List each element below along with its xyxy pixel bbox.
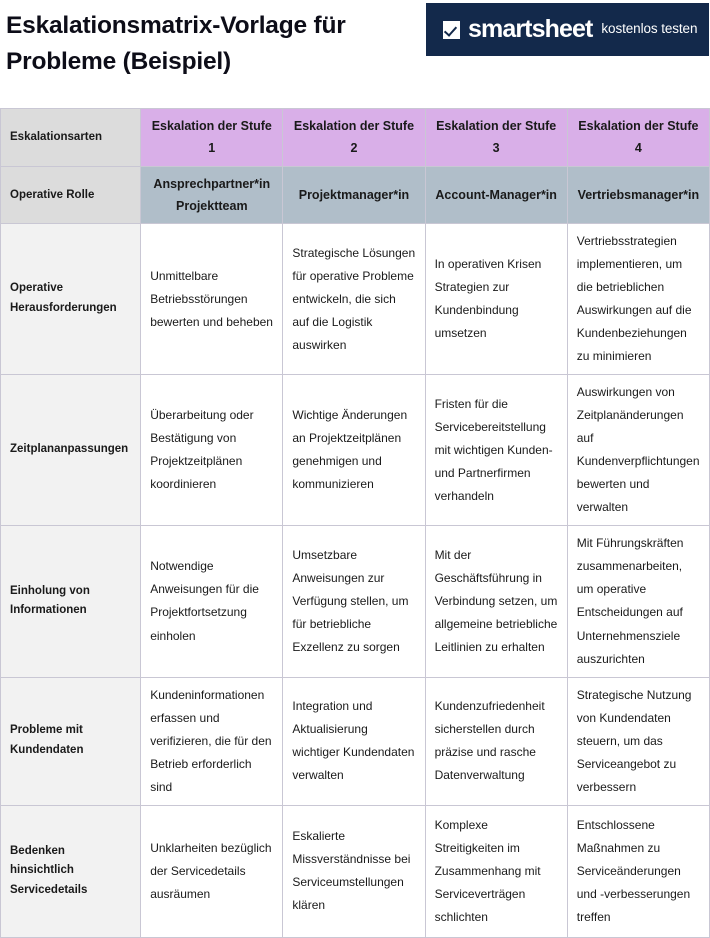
cell-r4-c3: Komplexe Streitigkeiten im Zusammenhang …	[424, 804, 568, 938]
cell-r4-c1: Unklarheiten bezüglich der Servicedetail…	[140, 804, 284, 938]
escalation-matrix-table: Eskalationsarten Eskalation der Stufe 1 …	[0, 108, 710, 938]
row-label-probleme-mit-kundendaten: Probleme mit Kundendaten	[0, 676, 142, 806]
header-corner-cell: Eskalationsarten	[0, 108, 142, 167]
cell-r0-c2: Strategische Lösungen für operative Prob…	[282, 222, 426, 376]
table-row: Operative Herausforderungen Unmittelbare…	[0, 222, 710, 376]
page-header: Eskalationsmatrix-Vorlage für Probleme (…	[0, 0, 710, 108]
role-cell-stage-3: Account-Manager*in	[424, 165, 568, 224]
cell-r1-c3: Fristen für die Servicebereitstellung mi…	[424, 374, 568, 527]
header-stage-2: Eskalation der Stufe 2	[282, 108, 426, 167]
row-label-operative-herausforderungen: Operative Herausforderungen	[0, 222, 142, 376]
role-cell-stage-1: Ansprechpartner*in Projektteam	[140, 165, 284, 224]
row-label-zeitplananpassungen: Zeitplananpassungen	[0, 374, 142, 527]
cell-r1-c2: Wichtige Änderungen an Projektzeitplänen…	[282, 374, 426, 527]
table-row: Bedenken hinsichtlich Servicedetails Unk…	[0, 804, 710, 938]
cell-r1-c4: Auswirkungen von Zeitplanänderungen auf …	[566, 374, 710, 527]
cell-r3-c2: Integration und Aktualisierung wichtiger…	[282, 676, 426, 806]
row-label-operative-rolle: Operative Rolle	[0, 165, 142, 224]
cell-r3-c1: Kundeninformationen erfassen und verifiz…	[140, 676, 284, 806]
row-label-einholung-von-informationen: Einholung von Informationen	[0, 525, 142, 678]
table-row-operative-rolle: Operative Rolle Ansprechpartner*in Proje…	[0, 165, 710, 224]
cell-r1-c1: Überarbeitung oder Bestätigung von Proje…	[140, 374, 284, 527]
cell-r0-c1: Unmittelbare Betriebsstörungen bewerten …	[140, 222, 284, 376]
brand-wordmark: smartsheet	[468, 15, 593, 43]
header-stage-4: Eskalation der Stufe 4	[566, 108, 710, 167]
role-cell-stage-2: Projektmanager*in	[282, 165, 426, 224]
cell-r0-c3: In operativen Krisen Strategien zur Kund…	[424, 222, 568, 376]
smartsheet-cta-badge[interactable]: smartsheet kostenlos testen	[426, 3, 709, 56]
page-root: Eskalationsmatrix-Vorlage für Probleme (…	[0, 0, 710, 870]
cell-r2-c1: Notwendige Anweisungen für die Projektfo…	[140, 525, 284, 678]
cell-r2-c2: Umsetzbare Anweisungen zur Verfügung ste…	[282, 525, 426, 678]
table-row: Probleme mit Kundendaten Kundeninformati…	[0, 676, 710, 806]
cell-r2-c4: Mit Führungskräften zusammenarbeiten, um…	[566, 525, 710, 678]
table-header-row-stages: Eskalationsarten Eskalation der Stufe 1 …	[0, 108, 710, 167]
role-cell-stage-4: Vertriebsmanager*in	[566, 165, 710, 224]
header-stage-1: Eskalation der Stufe 1	[140, 108, 284, 167]
cell-r3-c4: Strategische Nutzung von Kundendaten ste…	[566, 676, 710, 806]
brand-tagline: kostenlos testen	[601, 21, 698, 37]
table-row: Einholung von Informationen Notwendige A…	[0, 525, 710, 678]
cell-r0-c4: Vertriebsstrategien implementieren, um d…	[566, 222, 710, 376]
row-label-bedenken-hinsichtlich-servicedetails: Bedenken hinsichtlich Servicedetails	[0, 804, 142, 938]
cell-r3-c3: Kundenzufriedenheit sicherstellen durch …	[424, 676, 568, 806]
table-row: Zeitplananpassungen Überarbeitung oder B…	[0, 374, 710, 527]
checkbox-checked-icon	[443, 20, 460, 39]
cell-r2-c3: Mit der Geschäftsführung in Verbindung s…	[424, 525, 568, 678]
header-stage-3: Eskalation der Stufe 3	[424, 108, 568, 167]
cell-r4-c2: Eskalierte Missverständnisse bei Service…	[282, 804, 426, 938]
cell-r4-c4: Entschlossene Maßnahmen zu Serviceänderu…	[566, 804, 710, 938]
page-title: Eskalationsmatrix-Vorlage für Probleme (…	[6, 12, 346, 75]
